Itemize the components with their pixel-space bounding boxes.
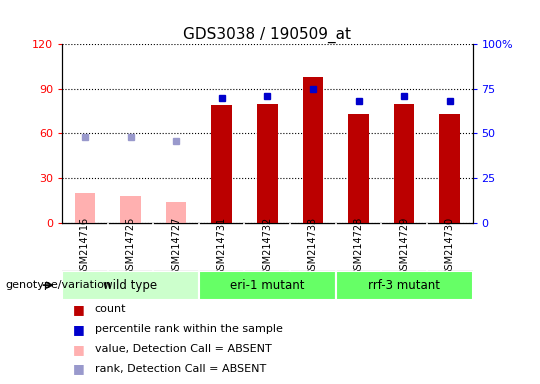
Text: GSM214716: GSM214716 xyxy=(80,217,90,276)
Title: GDS3038 / 190509_at: GDS3038 / 190509_at xyxy=(183,26,352,43)
Text: count: count xyxy=(94,304,126,314)
Text: ■: ■ xyxy=(73,303,85,316)
Bar xyxy=(166,202,186,223)
Text: value, Detection Call = ABSENT: value, Detection Call = ABSENT xyxy=(94,344,271,354)
Text: GSM214729: GSM214729 xyxy=(399,217,409,276)
Bar xyxy=(348,114,369,223)
Text: genotype/variation: genotype/variation xyxy=(5,280,111,290)
Text: GSM214727: GSM214727 xyxy=(171,217,181,276)
Bar xyxy=(440,114,460,223)
Bar xyxy=(257,104,278,223)
Bar xyxy=(199,271,336,300)
Text: wild type: wild type xyxy=(104,279,158,291)
Bar xyxy=(62,271,199,300)
Text: ■: ■ xyxy=(73,362,85,376)
Text: GSM214728: GSM214728 xyxy=(354,217,363,276)
Text: GSM214731: GSM214731 xyxy=(217,217,227,276)
Text: rrf-3 mutant: rrf-3 mutant xyxy=(368,279,440,291)
Text: GSM214732: GSM214732 xyxy=(262,217,272,276)
Bar xyxy=(75,193,95,223)
Text: GSM214725: GSM214725 xyxy=(125,217,136,276)
Text: ■: ■ xyxy=(73,343,85,356)
Text: ■: ■ xyxy=(73,323,85,336)
Text: rank, Detection Call = ABSENT: rank, Detection Call = ABSENT xyxy=(94,364,266,374)
Bar xyxy=(302,77,323,223)
Bar xyxy=(336,271,472,300)
Text: eri-1 mutant: eri-1 mutant xyxy=(230,279,305,291)
Bar xyxy=(120,196,141,223)
Bar xyxy=(212,105,232,223)
Text: percentile rank within the sample: percentile rank within the sample xyxy=(94,324,282,334)
Text: GSM214730: GSM214730 xyxy=(445,217,455,276)
Bar xyxy=(394,104,414,223)
Text: GSM214733: GSM214733 xyxy=(308,217,318,276)
